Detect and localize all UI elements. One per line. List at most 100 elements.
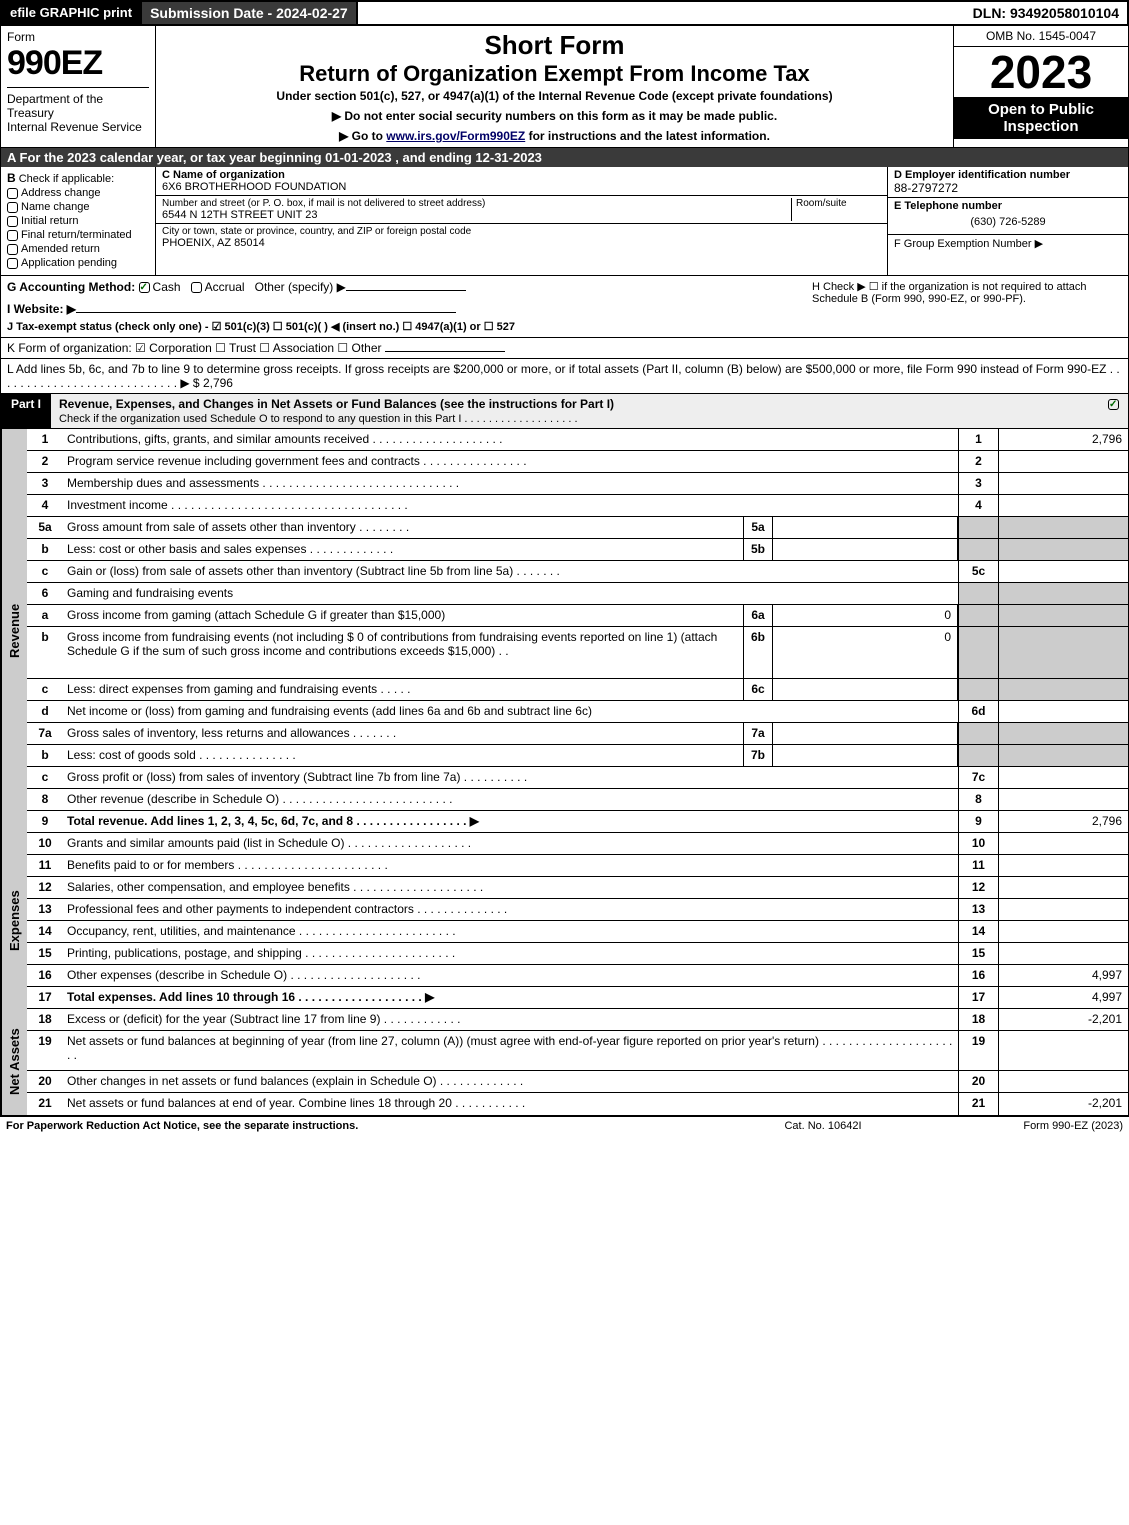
line-num: b (27, 627, 63, 678)
line-desc: Salaries, other compensation, and employ… (63, 877, 958, 898)
col-val-shade (998, 679, 1128, 700)
col-num-shade (958, 723, 998, 744)
header-right: OMB No. 1545-0047 2023 Open to Public In… (953, 26, 1128, 147)
line-desc: Total revenue. Add lines 1, 2, 3, 4, 5c,… (63, 811, 958, 832)
line-num: 18 (27, 1009, 63, 1030)
chk-cash[interactable] (139, 282, 150, 293)
org-city: PHOENIX, AZ 85014 (162, 237, 881, 249)
col-num-shade (958, 679, 998, 700)
col-val-shade (998, 627, 1128, 678)
row-gh: G Accounting Method: Cash Accrual Other … (0, 276, 1129, 338)
k-text: K Form of organization: ☑ Corporation ☐ … (7, 341, 382, 355)
col-val (998, 473, 1128, 494)
line-desc: Other changes in net assets or fund bala… (63, 1071, 958, 1092)
col-num: 18 (958, 1009, 998, 1030)
line-num: b (27, 539, 63, 560)
line-desc: Gross income from fundraising events (no… (63, 627, 743, 678)
short-form-title: Short Form (164, 30, 945, 61)
col-num: 9 (958, 811, 998, 832)
part1-schedule-o-chk[interactable] (1108, 399, 1119, 410)
chk-initial-return[interactable]: Initial return (7, 215, 149, 227)
header-center: Short Form Return of Organization Exempt… (156, 26, 953, 147)
chk-accrual[interactable] (191, 282, 202, 293)
line-desc: Printing, publications, postage, and shi… (63, 943, 958, 964)
col-num-shade (958, 583, 998, 604)
chk-name-change[interactable]: Name change (7, 201, 149, 213)
chk-application-pending[interactable]: Application pending (7, 257, 149, 269)
col-val (998, 789, 1128, 810)
revenue-side-label: Revenue (1, 429, 27, 833)
mini-num: 6c (743, 679, 773, 700)
ein-value: 88-2797272 (894, 181, 1122, 195)
omb-number: OMB No. 1545-0047 (954, 26, 1128, 47)
mini-val: 0 (773, 627, 958, 678)
col-val (998, 899, 1128, 920)
line-15: 15Printing, publications, postage, and s… (27, 943, 1128, 965)
col-d-ids: D Employer identification number 88-2797… (888, 167, 1128, 275)
org-name: 6X6 BROTHERHOOD FOUNDATION (162, 181, 881, 193)
line-21: 21Net assets or fund balances at end of … (27, 1093, 1128, 1115)
col-c-org-info: C Name of organization 6X6 BROTHERHOOD F… (156, 167, 888, 275)
line-num: 8 (27, 789, 63, 810)
chk-amended-return[interactable]: Amended return (7, 243, 149, 255)
org-name-label: C Name of organization (162, 169, 881, 181)
form-header: Form 990EZ Department of the Treasury In… (0, 26, 1129, 148)
mini-num: 5a (743, 517, 773, 538)
efile-label: efile GRAPHIC print (2, 2, 142, 24)
line-num: 15 (27, 943, 63, 964)
line-desc: Program service revenue including govern… (63, 451, 958, 472)
col-val (998, 451, 1128, 472)
line-7a: 7aGross sales of inventory, less returns… (27, 723, 1128, 745)
col-num: 2 (958, 451, 998, 472)
website-input[interactable] (76, 312, 456, 313)
col-num: 7c (958, 767, 998, 788)
phone-label: E Telephone number (894, 200, 1122, 212)
l-text: L Add lines 5b, 6c, and 7b to line 9 to … (7, 362, 1120, 390)
header-left: Form 990EZ Department of the Treasury In… (1, 26, 156, 147)
footer-cat: Cat. No. 10642I (723, 1120, 923, 1132)
chk-address-change[interactable]: Address change (7, 187, 149, 199)
col-num: 12 (958, 877, 998, 898)
chk-final-return[interactable]: Final return/terminated (7, 229, 149, 241)
org-address: 6544 N 12TH STREET UNIT 23 (162, 209, 791, 221)
line-12: 12Salaries, other compensation, and empl… (27, 877, 1128, 899)
line-num: 1 (27, 429, 63, 450)
form-label: Form (7, 30, 149, 44)
line-desc: Less: cost or other basis and sales expe… (63, 539, 743, 560)
line-num: 12 (27, 877, 63, 898)
mini-num: 6a (743, 605, 773, 626)
line-num: 4 (27, 495, 63, 516)
line-num: 11 (27, 855, 63, 876)
col-num: 6d (958, 701, 998, 722)
irs-link[interactable]: www.irs.gov/Form990EZ (386, 129, 525, 143)
line-5b: bLess: cost or other basis and sales exp… (27, 539, 1128, 561)
row-l: L Add lines 5b, 6c, and 7b to line 9 to … (0, 359, 1129, 394)
line-desc: Membership dues and assessments . . . . … (63, 473, 958, 494)
block-bcd: B Check if applicable: Address change Na… (0, 167, 1129, 276)
j-label: J Tax-exempt status (check only one) - ☑… (7, 321, 515, 333)
g-other-input[interactable] (346, 290, 466, 291)
line-desc: Other revenue (describe in Schedule O) .… (63, 789, 958, 810)
g-label: G Accounting Method: (7, 280, 135, 294)
line-num: 5a (27, 517, 63, 538)
col-val (998, 1031, 1128, 1070)
ssn-note: ▶ Do not enter social security numbers o… (164, 109, 945, 123)
line-num: d (27, 701, 63, 722)
line-desc: Gaming and fundraising events (63, 583, 958, 604)
main-title: Return of Organization Exempt From Incom… (164, 61, 945, 87)
room-label: Room/suite (791, 198, 881, 221)
col-val (998, 701, 1128, 722)
expenses-grid: Expenses 10Grants and similar amounts pa… (0, 833, 1129, 1009)
col-num: 15 (958, 943, 998, 964)
netassets-side-label: Net Assets (1, 1009, 27, 1115)
line-desc: Excess or (deficit) for the year (Subtra… (63, 1009, 958, 1030)
col-val: -2,201 (998, 1009, 1128, 1030)
form-number: 990EZ (7, 44, 149, 83)
col-num-shade (958, 539, 998, 560)
page-footer: For Paperwork Reduction Act Notice, see … (0, 1116, 1129, 1135)
k-other-input[interactable] (385, 351, 505, 352)
line-20: 20Other changes in net assets or fund ba… (27, 1071, 1128, 1093)
col-val (998, 833, 1128, 854)
col-num: 11 (958, 855, 998, 876)
line-9: 9Total revenue. Add lines 1, 2, 3, 4, 5c… (27, 811, 1128, 833)
